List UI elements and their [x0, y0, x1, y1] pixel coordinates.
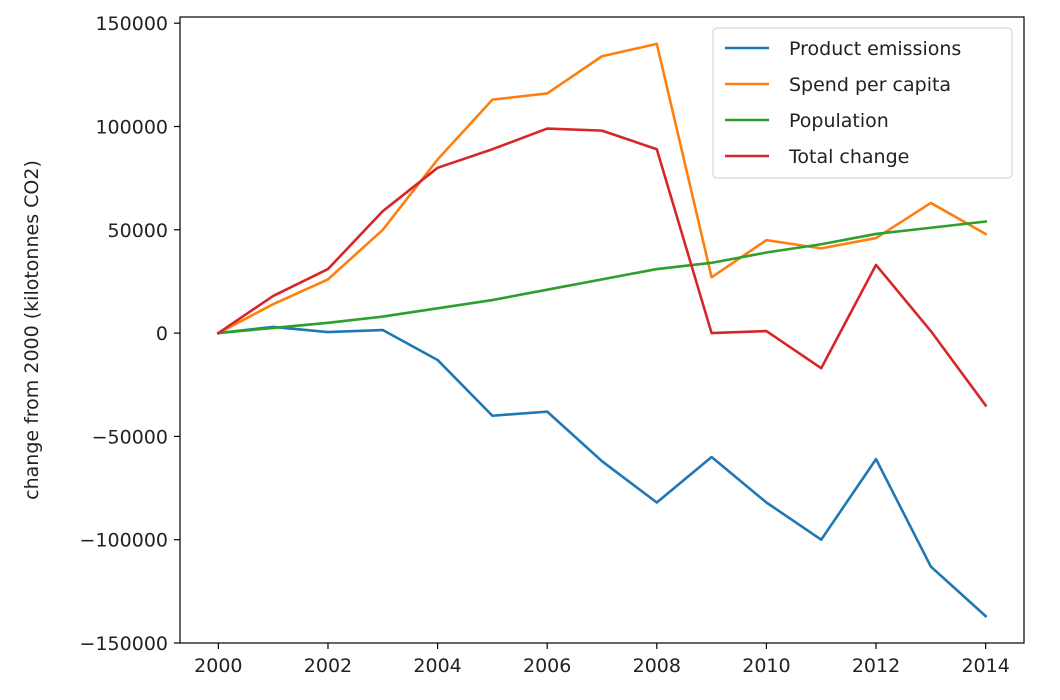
legend: Product emissions Spend per capita Populat… — [712, 27, 1013, 179]
y-tick-label: −100000 — [80, 530, 168, 552]
series-line-total-change — [216, 127, 988, 408]
series-line-population — [216, 220, 988, 335]
x-tick-label: 2006 — [523, 655, 571, 677]
legend-label-total-change: Total change — [788, 146, 909, 168]
x-tick-label: 2004 — [413, 655, 461, 677]
y-tick-label: 50000 — [108, 220, 168, 242]
y-tick-label: −50000 — [92, 426, 168, 448]
x-tick-label: 2002 — [304, 655, 352, 677]
y-tick-label: 100000 — [95, 116, 168, 138]
plot-frame — [179, 16, 1025, 644]
series-layer — [216, 42, 988, 618]
series-line-spend-per-capita — [216, 42, 988, 335]
legend-label-spend-per-capita: Spend per capita — [789, 74, 951, 96]
x-tick-label: 2000 — [194, 655, 242, 677]
y-tick-label: 0 — [156, 323, 168, 345]
series-line-product-emissions — [216, 325, 988, 618]
axis-layer: 2000 2002 2004 2006 2008 2010 2012 2014 −150000 −… — [80, 13, 1010, 677]
legend-box — [712, 27, 1013, 179]
legend-label-product-emissions: Product emissions — [789, 38, 961, 60]
x-tick-label: 2014 — [961, 655, 1009, 677]
x-tick-label: 2010 — [742, 655, 790, 677]
y-axis-title: change from 2000 (kilotonnes CO2) — [21, 160, 43, 500]
legend-label-population: Population — [789, 110, 889, 132]
x-tick-label: 2012 — [852, 655, 900, 677]
y-tick-label: 150000 — [95, 13, 168, 35]
x-tick-label: 2008 — [633, 655, 681, 677]
y-tick-label: −150000 — [80, 633, 168, 655]
